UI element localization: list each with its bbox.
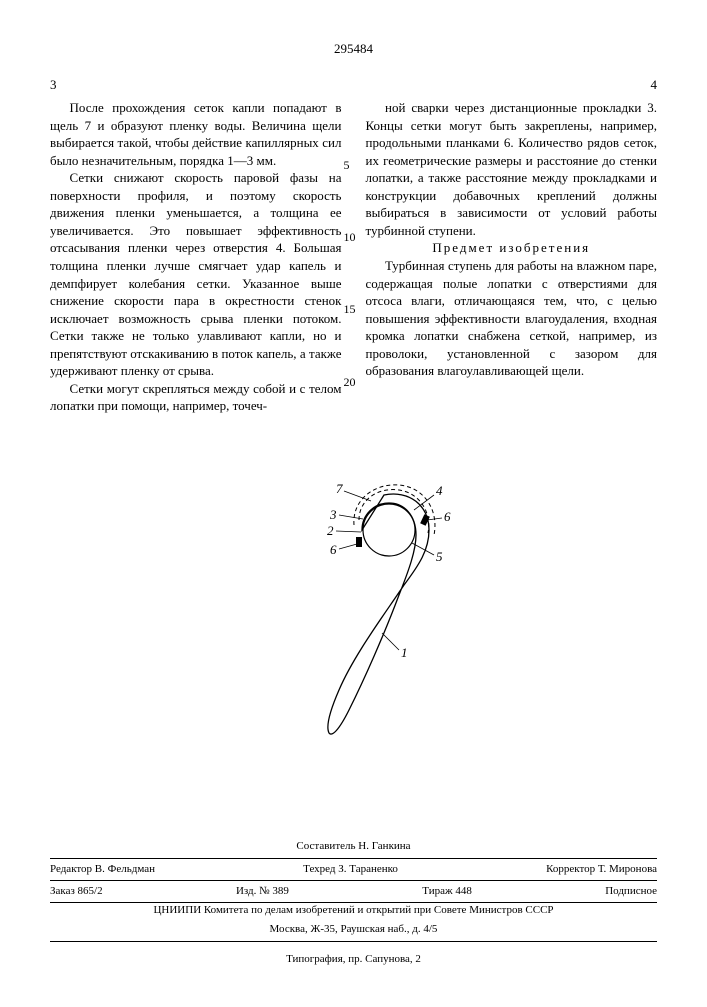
- turbine-blade-diagram: 7 3 2 6 4 6 5 1: [234, 455, 474, 755]
- fig-label-6b: 6: [444, 509, 451, 524]
- org: ЦНИИПИ Комитета по делам изобретений и о…: [50, 903, 657, 918]
- left-p2: Сетки снижают скорость паровой фазы на п…: [50, 169, 342, 380]
- line-20: 20: [344, 374, 356, 390]
- fig-label-6: 6: [330, 542, 337, 557]
- left-p3: Сетки могут скрепляться между собой и с …: [50, 380, 342, 415]
- page-numbers: 3 4: [50, 76, 657, 94]
- right-p1: ной сварки через дистанционные прокладки…: [366, 99, 658, 239]
- line-10: 10: [344, 229, 356, 245]
- techred: Техред З. Тараненко: [303, 862, 398, 877]
- address: Москва, Ж-35, Раушская наб., д. 4/5: [50, 922, 657, 942]
- patent-number: 295484: [50, 40, 657, 58]
- page-num-right: 4: [651, 76, 658, 94]
- compiler: Составитель Н. Ганкина: [50, 839, 657, 854]
- page-num-left: 3: [50, 76, 57, 94]
- line-15: 15: [344, 301, 356, 317]
- fig-label-1: 1: [401, 645, 408, 660]
- left-column: После прохождения сеток капли попадают в…: [50, 99, 342, 415]
- right-column: ной сварки через дистанционные прокладки…: [366, 99, 658, 415]
- line-number-gutter: 5 10 15 20: [344, 99, 356, 390]
- footer-print-info: Заказ 865/2 Изд. № 389 Тираж 448 Подписн…: [50, 881, 657, 903]
- fig-label-3: 3: [329, 507, 337, 522]
- editor: Редактор В. Фельдман: [50, 862, 155, 877]
- order: Заказ 865/2: [50, 884, 103, 899]
- izd: Изд. № 389: [236, 884, 289, 899]
- footer-credits: Редактор В. Фельдман Техред З. Тараненко…: [50, 858, 657, 881]
- figure: 7 3 2 6 4 6 5 1: [50, 455, 657, 760]
- fig-label-5: 5: [436, 549, 443, 564]
- tirazh: Тираж 448: [422, 884, 472, 899]
- fig-label-2: 2: [327, 523, 334, 538]
- fig-label-7: 7: [336, 481, 343, 496]
- section-title: Предмет изобретения: [366, 239, 658, 257]
- corrector: Корректор Т. Миронова: [546, 862, 657, 877]
- typography: Типография, пр. Сапунова, 2: [50, 952, 657, 967]
- podpisnoe: Подписное: [605, 884, 657, 899]
- fig-label-4: 4: [436, 483, 443, 498]
- line-5: 5: [344, 157, 356, 173]
- text-columns: После прохождения сеток капли попадают в…: [50, 99, 657, 415]
- footer: Составитель Н. Ганкина Редактор В. Фельд…: [50, 839, 657, 966]
- right-p2: Турбинная ступень для работы на влажном …: [366, 257, 658, 380]
- left-p1: После прохождения сеток капли попадают в…: [50, 99, 342, 169]
